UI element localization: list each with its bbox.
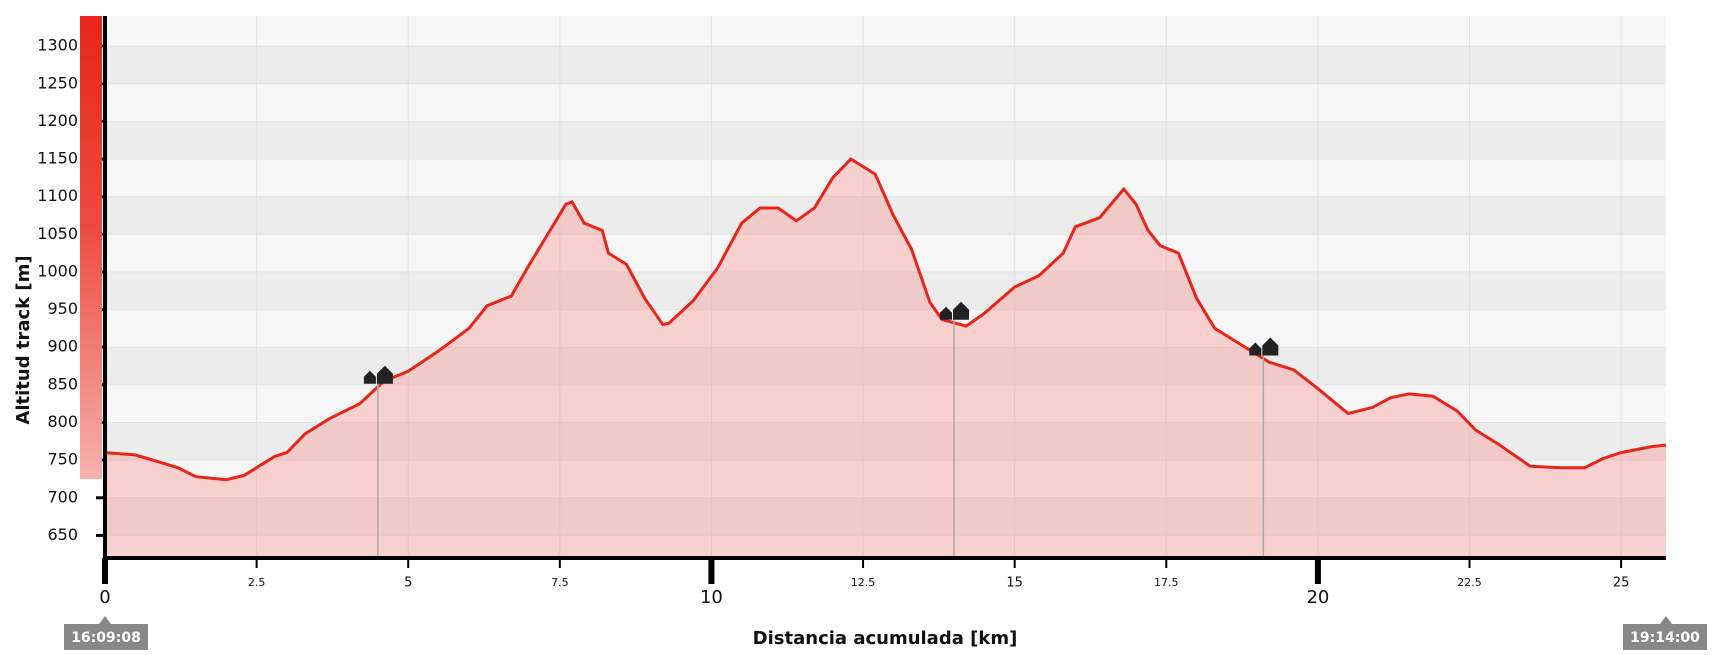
y-axis-title: Altitud track [m] <box>13 255 34 424</box>
y-tick-label: 1200 <box>37 111 78 130</box>
y-tick-label: 750 <box>47 450 78 469</box>
band <box>105 271 1666 310</box>
time-label: 19:14:00 <box>1630 630 1700 646</box>
y-tick-label: 1250 <box>37 73 78 92</box>
y-tick-label: 800 <box>47 412 78 431</box>
time-label-box <box>1623 616 1707 650</box>
y-tick-label: 1300 <box>37 36 78 55</box>
y-tick-label: 700 <box>47 487 78 506</box>
y-tick-label: 650 <box>47 525 78 544</box>
x-tick-label: 15 <box>1006 576 1023 591</box>
y-tick-label: 950 <box>47 299 78 318</box>
x-tick-label: 22.5 <box>1457 576 1482 589</box>
line <box>104 157 1667 482</box>
band <box>105 196 1666 235</box>
waypoint-icon <box>363 365 393 384</box>
y-tick-label: 1050 <box>37 224 78 243</box>
y-tick-label: 1100 <box>37 186 78 205</box>
y-tick-label: 1000 <box>37 261 78 280</box>
time-label: 16:09:08 <box>71 630 141 646</box>
x-tick-label: 5 <box>404 576 412 591</box>
x-tick-label: 0 <box>99 587 110 608</box>
x-tick-label: 17.5 <box>1154 576 1179 589</box>
band <box>105 121 1666 160</box>
y-tick-label: 900 <box>47 337 78 356</box>
band <box>105 497 1666 536</box>
band <box>105 422 1666 461</box>
x-tick-label: 2.5 <box>248 576 266 589</box>
waypoint-icon <box>1249 337 1279 356</box>
area <box>105 159 1666 558</box>
x-tick-label: 10 <box>700 587 723 608</box>
x-tick-label: 7.5 <box>551 576 569 589</box>
x-tick-label: 20 <box>1306 587 1329 608</box>
x-tick-label: 25 <box>1613 576 1630 591</box>
waypoint <box>940 301 970 558</box>
y-tick-label: 1150 <box>37 149 78 168</box>
time-label-box <box>64 616 148 650</box>
waypoint <box>1249 337 1279 558</box>
waypoint-icon <box>940 301 970 320</box>
color-scale <box>80 16 102 479</box>
x-tick-label: 12.5 <box>851 576 876 589</box>
x-axis-title: Distancia acumulada [km] <box>753 628 1018 649</box>
waypoint <box>363 365 393 558</box>
y-tick-label: 850 <box>47 374 78 393</box>
band <box>105 46 1666 84</box>
